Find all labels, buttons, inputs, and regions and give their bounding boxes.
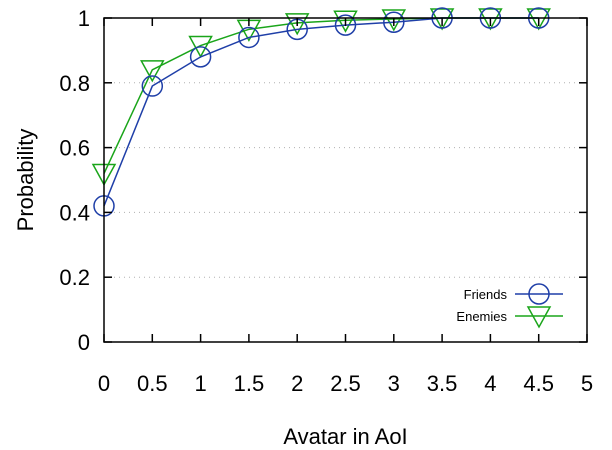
axis-ticks: 0 0.2 0.4 0.6 0.8 1 0 0.5 1 1.5 2 2.5 3 3.5 4 4.5 5 (59, 6, 593, 396)
y-tick-label: 0.8 (59, 71, 90, 96)
data-point-enemies (478, 8, 503, 31)
data-point-enemies (284, 13, 310, 36)
x-tick-label: 3 (388, 371, 400, 396)
x-tick-label: 2.5 (330, 371, 361, 396)
x-tick-label: 4 (484, 371, 496, 396)
x-tick-label: 4.5 (523, 371, 554, 396)
series-friends (93, 7, 550, 217)
data-point-enemies (188, 35, 213, 59)
x-tick-label: 2 (291, 371, 303, 396)
y-tick-label: 1 (78, 6, 90, 31)
legend-label-friends: Friends (464, 287, 508, 302)
y-tick-label: 0.2 (59, 265, 90, 290)
x-axis-title: Avatar in AoI (283, 424, 407, 449)
data-point-friends (189, 46, 212, 68)
y-tick-label: 0.4 (59, 200, 90, 225)
x-tick-label: 1.5 (234, 371, 265, 396)
data-point-friends (383, 11, 405, 33)
legend-label-enemies: Enemies (456, 309, 507, 324)
grid-lines (104, 82, 587, 278)
series-layer (91, 7, 551, 217)
series-line-friends (103, 17, 539, 207)
plot-frame (103, 17, 588, 343)
data-point-enemies (333, 10, 358, 33)
data-point-enemies (381, 9, 407, 32)
legend-marker-enemies (526, 306, 552, 329)
x-tick-label: 0 (98, 371, 110, 396)
data-point-friends (141, 75, 164, 97)
series-line-enemies (103, 17, 539, 174)
y-tick-label: 0.6 (59, 136, 90, 161)
data-point-enemies (140, 60, 165, 83)
x-tick-label: 3.5 (427, 371, 458, 396)
y-axis-title: Probability (13, 129, 38, 232)
data-point-friends (238, 26, 260, 49)
y-tick-label: 0 (78, 330, 90, 355)
series-enemies (91, 8, 551, 187)
legend-marker-friends (528, 283, 550, 305)
data-point-friends (334, 14, 357, 36)
x-tick-label: 1 (194, 371, 206, 396)
data-point-enemies (526, 8, 551, 31)
x-tick-label: 0.5 (137, 371, 168, 396)
x-tick-label: 5 (581, 371, 593, 396)
legend: Friends Enemies (456, 283, 563, 329)
